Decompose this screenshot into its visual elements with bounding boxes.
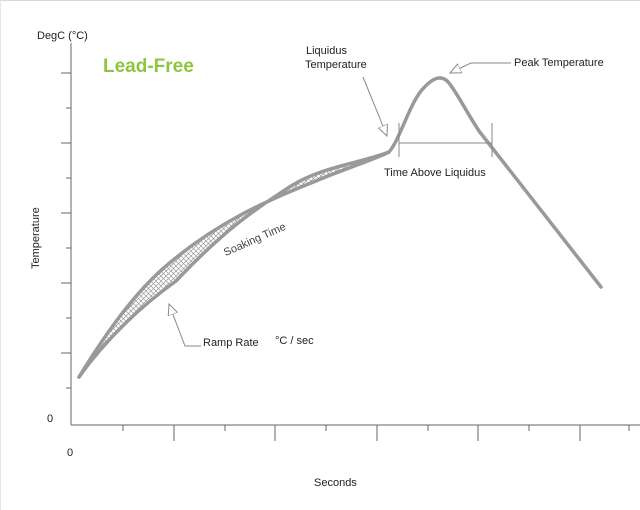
ramp-rate-label: Ramp Rate — [203, 337, 259, 349]
time-above-liquidus-bracket — [398, 123, 493, 157]
liquidus-label-line1: Liquidus — [306, 45, 347, 57]
y-axis-title: Temperature — [30, 207, 42, 269]
y-axis-unit-label: DegC (°C) — [37, 30, 88, 42]
axes — [70, 43, 640, 426]
x-axis-ticks — [122, 425, 630, 441]
ramp-rate-unit-label: °C / sec — [275, 335, 314, 347]
liquidus-label-line2: Temperature — [305, 59, 367, 71]
x-axis-zero-label: 0 — [67, 447, 74, 459]
peak-temperature-pointer-arrow — [450, 62, 511, 73]
time-above-liquidus-label: Time Above Liquidus — [384, 167, 486, 179]
profile-curve-upper — [77, 150, 391, 379]
profile-curve-peak-cooling — [387, 76, 603, 289]
peak-temperature-label: Peak Temperature — [514, 57, 604, 69]
x-axis-title: Seconds — [314, 477, 357, 489]
diagram-title: Lead-Free — [103, 56, 194, 77]
profile-curve-lower — [77, 150, 391, 379]
ramp-rate-pointer-arrow — [169, 304, 201, 347]
y-axis-zero-label: 0 — [47, 413, 54, 425]
liquidus-pointer-arrow — [362, 76, 387, 136]
y-axis-ticks — [61, 72, 71, 389]
